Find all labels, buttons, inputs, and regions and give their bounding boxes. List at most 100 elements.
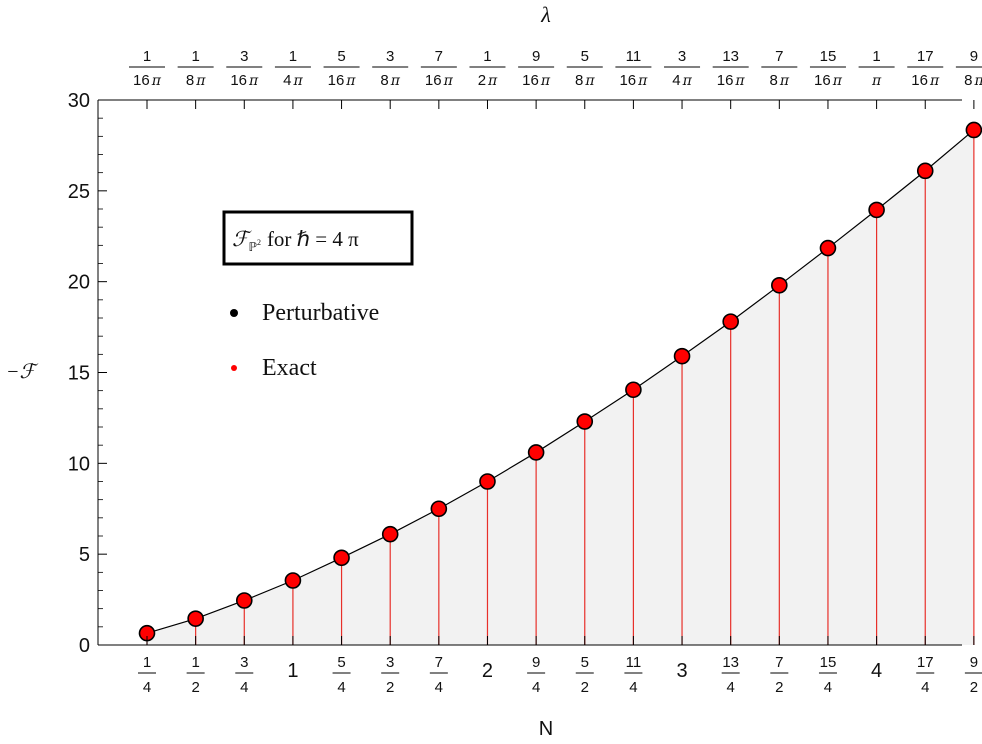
y-tick-label: 20	[68, 272, 90, 294]
x-tick-denominator: 4	[240, 679, 248, 696]
x-tick-label: 2	[482, 660, 493, 682]
exact-point	[187, 610, 204, 627]
top-tick-numerator: 5	[581, 48, 589, 65]
top-axis-ticks: 1 16 π 1 8 π 3 16 π 1 4 π 5 16 π 3 8 π 7 16 π 1 2 π 9 16 π 5 8 π 11 16 π…	[129, 48, 982, 109]
top-tick-denominator: 8π	[964, 72, 982, 89]
x-tick-numerator: 15	[820, 654, 837, 671]
exact-point	[673, 347, 691, 365]
top-tick-denominator: π	[871, 73, 882, 89]
legend: ℱℙ2 for ℏ = 4 π Perturbative Exact	[222, 210, 414, 381]
legend-marker-exact	[231, 365, 237, 371]
x-tick-label: 3	[676, 660, 687, 682]
y-tick-label: 5	[79, 544, 90, 566]
top-tick-denominator: 16 π	[619, 72, 648, 89]
x-tick-numerator: 5	[581, 654, 589, 671]
x-tick-numerator: 5	[337, 654, 345, 671]
top-tick-denominator: 16 π	[328, 72, 357, 89]
x-tick-label: 1	[287, 660, 298, 682]
top-tick-denominator: 16 π	[717, 72, 746, 89]
top-tick-numerator: 1	[191, 48, 199, 65]
x-tick-denominator: 2	[386, 679, 394, 696]
x-tick-numerator: 9	[532, 654, 540, 671]
exact-point	[916, 162, 934, 180]
x-tick-denominator: 4	[824, 679, 832, 696]
x-axis-label: N	[539, 718, 553, 740]
x-tick-denominator: 4	[727, 679, 735, 696]
legend-title-script-f: ℱ	[232, 227, 252, 251]
exact-point	[479, 473, 496, 490]
x-tick-denominator: 2	[191, 679, 199, 696]
top-tick-numerator: 1	[143, 48, 151, 65]
exact-point	[819, 239, 837, 257]
top-tick-numerator: 9	[970, 48, 978, 65]
area-fill	[147, 129, 974, 646]
top-tick-denominator: 16 π	[425, 72, 454, 89]
top-tick-numerator: 1	[483, 48, 491, 65]
exact-point	[333, 549, 350, 567]
x-tick-denominator: 4	[629, 679, 637, 696]
x-tick-numerator: 3	[386, 654, 394, 671]
legend-marker-perturbative	[230, 309, 238, 317]
top-tick-numerator: 15	[820, 48, 837, 65]
x-tick-denominator: 2	[581, 679, 589, 696]
legend-title-box	[222, 210, 414, 266]
y-tick-label: 15	[68, 363, 90, 385]
data-markers	[138, 121, 982, 642]
top-tick-numerator: 1	[872, 48, 880, 65]
exact-point	[430, 500, 448, 518]
top-tick-numerator: 9	[532, 48, 540, 65]
x-tick-numerator: 1	[191, 654, 199, 671]
x-tick-denominator: 4	[337, 679, 345, 696]
top-tick-numerator: 3	[386, 48, 394, 65]
top-tick-denominator: 16 π	[911, 72, 940, 89]
top-tick-denominator: 16 π	[133, 72, 162, 89]
top-tick-numerator: 3	[678, 48, 686, 65]
exact-point	[965, 121, 982, 139]
top-tick-denominator: 16 π	[814, 72, 843, 89]
top-tick-numerator: 11	[626, 48, 642, 65]
y-axis-ticks: 0 5 10 15 20 25 30	[68, 90, 107, 657]
top-tick-numerator: 7	[775, 48, 783, 65]
y-tick-label: 25	[68, 181, 90, 203]
x-tick-numerator: 7	[435, 654, 443, 671]
legend-title-superscript: 2	[257, 238, 261, 247]
x-tick-denominator: 4	[143, 679, 151, 696]
x-tick-label: 4	[871, 660, 882, 682]
exact-point	[722, 313, 739, 330]
x-tick-numerator: 17	[917, 654, 934, 671]
exact-point	[576, 413, 594, 430]
x-tick-numerator: 11	[626, 654, 642, 671]
x-tick-numerator: 1	[143, 654, 151, 671]
y-tick-label: 30	[68, 90, 90, 112]
legend-label-perturbative: Perturbative	[262, 300, 379, 326]
area-fill-shape	[147, 129, 974, 646]
top-axis-label: λ	[540, 2, 551, 27]
x-tick-denominator: 4	[921, 679, 929, 696]
exact-point	[381, 525, 399, 543]
perturbative-line	[146, 129, 975, 634]
legend-title-subscript: ℙ	[249, 240, 257, 254]
exact-point	[235, 592, 253, 609]
legend-title-text: for ℏ = 4 π	[267, 227, 359, 251]
exact-point	[527, 444, 545, 461]
x-tick-numerator: 13	[722, 654, 739, 671]
exact-point	[625, 381, 642, 399]
x-tick-numerator: 9	[970, 654, 978, 671]
x-tick-denominator: 4	[532, 679, 540, 696]
top-tick-numerator: 17	[917, 48, 934, 65]
top-tick-denominator: 16 π	[522, 72, 551, 89]
legend-title: ℱℙ2 for ℏ = 4 π	[232, 227, 359, 254]
x-tick-numerator: 7	[775, 654, 783, 671]
top-tick-numerator: 1	[289, 48, 297, 65]
x-tick-denominator: 2	[775, 679, 783, 696]
x-tick-numerator: 3	[240, 654, 248, 671]
top-tick-numerator: 7	[435, 48, 443, 65]
